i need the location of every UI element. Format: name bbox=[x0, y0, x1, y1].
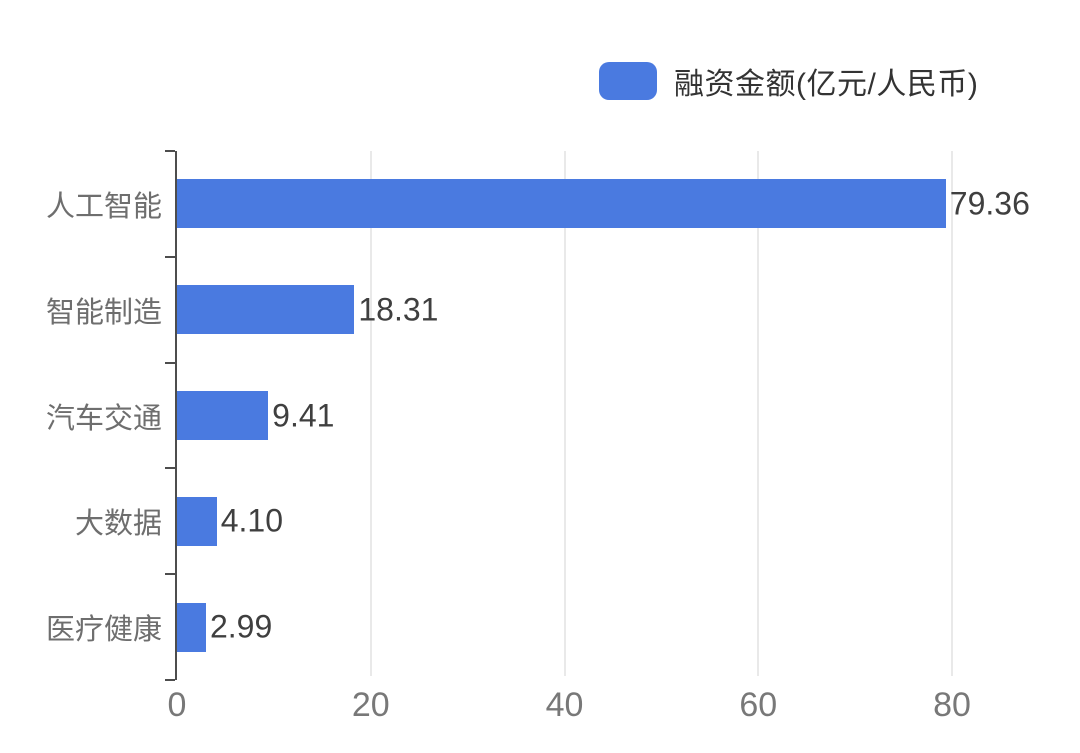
y-axis-tick bbox=[165, 361, 175, 364]
value-label: 2.99 bbox=[209, 608, 273, 645]
gridline bbox=[563, 151, 566, 676]
x-axis-tick-label: 60 bbox=[739, 686, 778, 724]
x-axis-tick-label: 40 bbox=[545, 686, 584, 724]
bar[interactable] bbox=[177, 391, 269, 440]
category-label: 医疗健康 bbox=[45, 614, 162, 647]
x-axis-tick-label: 0 bbox=[167, 686, 187, 724]
category-label: 汽车交通 bbox=[45, 402, 162, 435]
gridline bbox=[951, 151, 953, 676]
legend-label: 融资金额(亿元/人民币) bbox=[674, 68, 979, 101]
category-label: 智能制造 bbox=[45, 296, 162, 329]
value-label: 9.41 bbox=[272, 397, 335, 433]
category-label: 人工智能 bbox=[45, 190, 162, 223]
bar[interactable] bbox=[177, 602, 206, 652]
bar[interactable] bbox=[177, 285, 355, 335]
chart-legend[interactable]: 融资金额(亿元/人民币) bbox=[599, 59, 978, 103]
y-axis-tick bbox=[165, 679, 175, 681]
y-axis-tick bbox=[165, 467, 175, 470]
x-axis-tick-label: 20 bbox=[351, 686, 390, 724]
value-label: 18.31 bbox=[358, 291, 439, 328]
bar[interactable] bbox=[177, 496, 217, 546]
bar[interactable] bbox=[177, 179, 946, 229]
value-label: 4.10 bbox=[220, 502, 283, 539]
y-axis-tick bbox=[165, 255, 175, 258]
gridline bbox=[369, 151, 372, 676]
y-axis-tick bbox=[165, 150, 175, 152]
y-axis-line bbox=[175, 151, 177, 680]
gridline bbox=[757, 151, 760, 676]
value-label: 79.36 bbox=[949, 185, 1030, 222]
x-axis-tick-label: 80 bbox=[933, 686, 971, 724]
legend-swatch-icon bbox=[599, 62, 657, 100]
category-label: 大数据 bbox=[74, 508, 162, 541]
y-axis-tick bbox=[165, 573, 175, 576]
